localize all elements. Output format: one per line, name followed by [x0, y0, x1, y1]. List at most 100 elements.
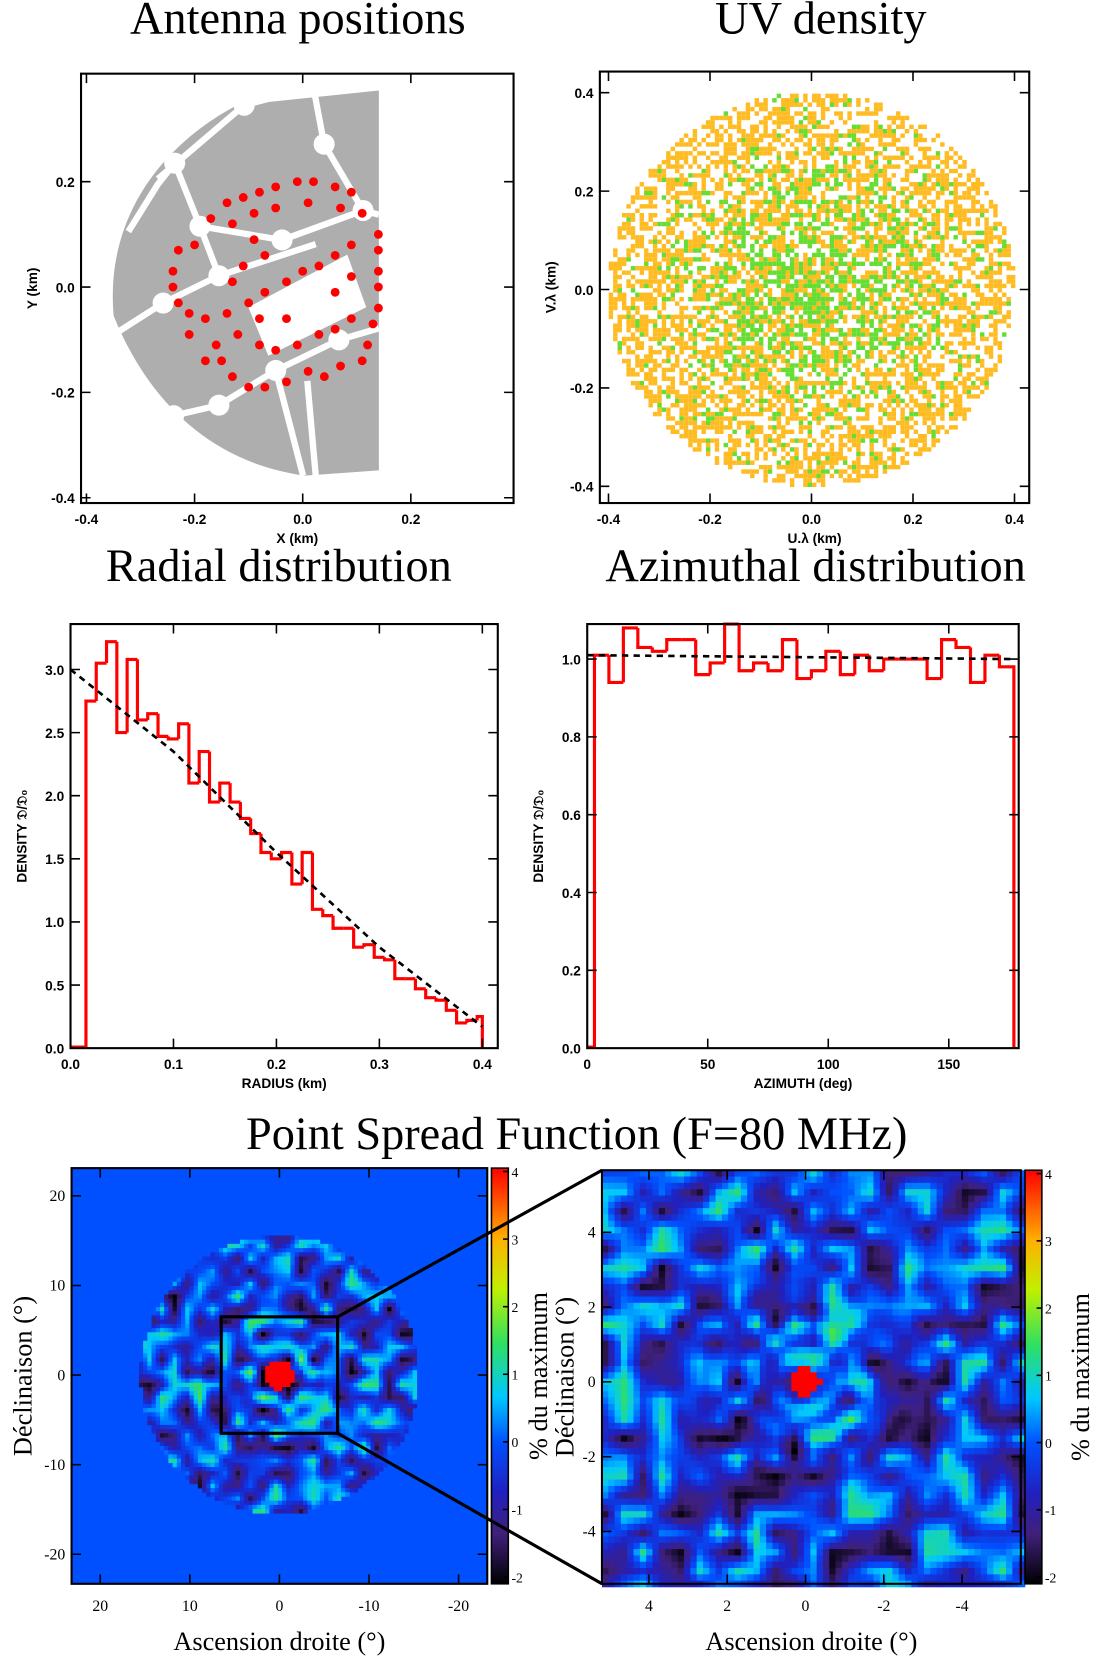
uv-cell — [666, 376, 671, 381]
uv-cell — [922, 332, 927, 337]
uv-cell — [794, 398, 799, 404]
psf-cell — [244, 1285, 249, 1291]
psf-cell — [260, 1252, 266, 1257]
uv-cell — [728, 274, 733, 280]
uv-cell — [697, 204, 702, 209]
psf-cell — [265, 1269, 270, 1274]
uv-cell — [701, 336, 706, 342]
uv-cell — [834, 354, 839, 359]
uv-cell — [754, 451, 759, 457]
uv-cell — [829, 442, 835, 448]
uv-cell — [873, 261, 879, 267]
uv-cell — [728, 266, 733, 271]
uv-cell — [851, 155, 857, 160]
uv-cell — [666, 230, 671, 236]
psf-cell — [286, 1252, 291, 1257]
uv-cell — [979, 380, 985, 386]
uv-cell — [688, 239, 693, 244]
uv-cell — [909, 341, 914, 346]
uv-cell — [776, 239, 782, 244]
uv-cell — [895, 190, 901, 196]
uv-cell — [750, 129, 755, 134]
uv-cell — [820, 345, 826, 351]
uv-cell — [851, 429, 857, 434]
uv-cell — [754, 226, 759, 231]
uv-cell — [918, 438, 923, 443]
psf-cell — [298, 1285, 304, 1291]
uv-cell — [820, 403, 826, 408]
psf-cell — [210, 1281, 216, 1287]
psf-cell — [298, 1298, 304, 1304]
psf-cell — [328, 1307, 333, 1312]
psf-cell — [176, 1277, 182, 1283]
uv-cell — [940, 363, 945, 368]
uv-cell — [838, 111, 843, 116]
uv-cell — [997, 305, 1003, 311]
uv-cell — [834, 93, 839, 99]
uv-cell — [816, 442, 821, 448]
histogram-step — [882, 657, 899, 671]
uv-cell — [922, 433, 927, 439]
uv-cell — [820, 257, 826, 262]
uv-cell — [701, 252, 706, 258]
uv-cell — [834, 460, 839, 465]
uv-cell — [887, 429, 892, 434]
uv-cell — [847, 478, 852, 483]
uv-cell — [692, 403, 698, 408]
uv-cell — [798, 177, 804, 183]
uv-cell — [891, 120, 896, 125]
psf-cell — [294, 1260, 300, 1266]
uv-cell — [988, 310, 994, 315]
uv-cell — [728, 367, 733, 373]
uv-cell — [621, 296, 627, 302]
uv-cell — [785, 243, 790, 249]
psf-cell — [248, 1290, 253, 1295]
antenna — [346, 240, 356, 250]
uv-cell — [935, 314, 941, 320]
uv-cell — [652, 279, 658, 284]
uv-cell — [812, 323, 817, 328]
uv-cell — [918, 199, 923, 205]
uv-cell — [909, 380, 914, 386]
psf-cell — [159, 1307, 165, 1312]
uv-cell — [940, 274, 945, 280]
histogram-step — [621, 626, 638, 683]
uv-cell — [736, 173, 742, 178]
uv-cell — [626, 212, 631, 218]
uv-cell — [904, 451, 910, 457]
histogram-step — [372, 944, 385, 959]
uv-cell — [670, 243, 675, 249]
uv-cell — [900, 319, 905, 324]
uv-cell — [710, 398, 715, 404]
uv-cell — [728, 133, 733, 138]
uv-cell — [816, 451, 821, 457]
psf-cell — [269, 1269, 274, 1274]
uv-cell — [781, 133, 786, 138]
psf-cell — [189, 1277, 194, 1283]
uv-cell — [803, 288, 808, 293]
uv-cell — [984, 274, 989, 280]
uv-cell — [750, 305, 755, 311]
uv-cell — [856, 195, 861, 200]
uv-cell — [621, 301, 627, 306]
uv-cell — [807, 204, 813, 209]
uv-cell — [750, 221, 755, 227]
psf-cell — [260, 1235, 266, 1241]
uv-cell — [798, 226, 804, 231]
uv-cell — [825, 151, 830, 156]
psf-cell — [231, 1294, 237, 1299]
uv-cell — [829, 372, 835, 377]
uv-cell — [926, 336, 932, 342]
uv-cell — [652, 274, 658, 280]
uv-cell — [962, 305, 967, 311]
uv-cell — [745, 451, 751, 457]
uv-cell — [714, 221, 720, 227]
uv-cell — [812, 389, 817, 395]
uv-cell — [922, 411, 927, 417]
psf-cell — [181, 1294, 186, 1299]
uv-cell — [869, 235, 874, 240]
uv-cell — [878, 239, 883, 244]
uv-cell — [803, 301, 808, 306]
uv-cell — [856, 296, 861, 302]
uv-cell — [935, 133, 941, 138]
